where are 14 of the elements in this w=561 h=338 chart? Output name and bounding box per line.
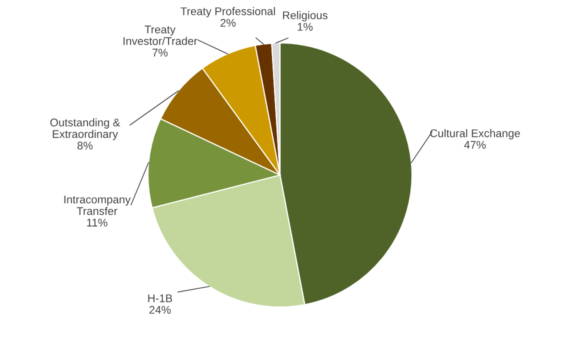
data-label: 1%	[298, 22, 313, 31]
data-label: 24%	[149, 306, 171, 314]
data-label: 47%	[464, 140, 486, 149]
slice-label: Intracompany Transfer	[64, 196, 131, 215]
data-label: 11%	[87, 218, 108, 227]
slice-label: H-1B	[148, 294, 172, 302]
data-label: 7%	[152, 48, 168, 57]
data-label: 8%	[77, 142, 93, 150]
data-label: 2%	[220, 18, 236, 27]
slice-label: Cultural Exchange	[430, 129, 520, 140]
slice-label: Religious	[283, 11, 328, 22]
slice-label: Treaty Investor/Trader	[124, 26, 198, 45]
slice-label: Treaty Professional	[180, 7, 275, 18]
slice-label: Outstanding & Extraordinary	[50, 118, 120, 140]
